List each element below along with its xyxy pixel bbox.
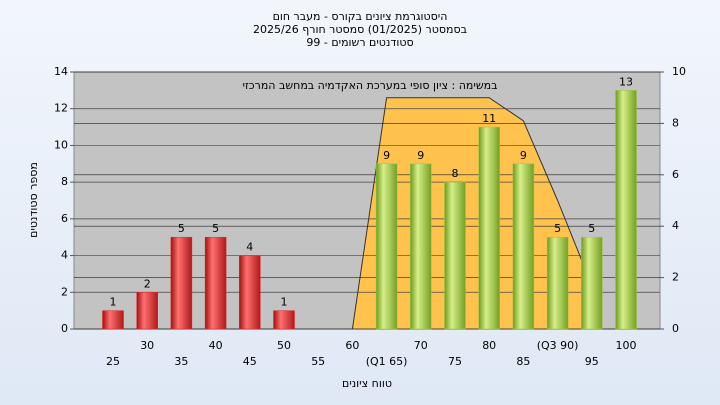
y2-tick-label: 0 (672, 322, 679, 335)
data-label: 5 (588, 222, 595, 235)
data-label: 5 (554, 222, 561, 235)
x-tick-label: 35 (174, 355, 188, 368)
data-label: 9 (383, 149, 390, 162)
bar (581, 236, 603, 330)
x-axis-label: טווח ציונים (342, 377, 392, 390)
data-label: 4 (246, 241, 253, 254)
bar (273, 310, 295, 330)
y-tick-label: 4 (61, 249, 68, 262)
chart-title: היסטוגרמת ציונים בקורס - מעבר חום (273, 10, 448, 23)
x-tick-label: 40 (209, 339, 223, 352)
x-tick-label: 85 (516, 355, 530, 368)
data-label: 11 (482, 112, 496, 125)
y2-tick-label: 2 (672, 271, 679, 284)
bar (375, 163, 398, 330)
x-tick-label: 45 (243, 355, 257, 368)
y-tick-label: 14 (54, 65, 68, 78)
y-tick-label: 12 (54, 102, 68, 115)
x-tick-label: 30 (140, 339, 154, 352)
y-tick-label: 2 (61, 285, 68, 298)
y2-tick-label: 8 (672, 116, 679, 129)
y-tick-label: 8 (61, 175, 68, 188)
bar (204, 236, 227, 330)
y2-tick-label: 4 (672, 219, 679, 232)
bar (512, 163, 535, 330)
data-label: 9 (417, 149, 424, 162)
data-label: 1 (110, 296, 117, 309)
y2-tick-label: 10 (672, 65, 686, 78)
x-tick-label: 25 (106, 355, 120, 368)
data-label: 1 (281, 296, 288, 309)
y-tick-label: 10 (54, 138, 68, 151)
x-tick-label: 100 (616, 339, 637, 352)
bar (102, 310, 124, 330)
x-tick-label: 70 (414, 339, 428, 352)
bar (615, 90, 637, 330)
data-label: 2 (144, 277, 151, 290)
y2-tick-label: 6 (672, 168, 679, 181)
data-label: 9 (520, 149, 527, 162)
x-tick-label: 50 (277, 339, 291, 352)
chart-subtitle: בסמסטר (01/2025) סמסטר חורף 2025/26 (253, 23, 467, 36)
x-tick-label: 75 (448, 355, 462, 368)
annotation: במשימה : ציון סופי במערכת האקדמיה במחשב … (243, 79, 498, 92)
data-label: 5 (212, 222, 219, 235)
x-tick-label: 55 (311, 355, 325, 368)
chart-subtitle: סטודנטים רשומים - 99 (306, 36, 413, 49)
data-label: 5 (178, 222, 185, 235)
y-tick-label: 0 (61, 322, 68, 335)
data-label: 8 (452, 167, 459, 180)
bar (410, 163, 432, 330)
x-tick-label: (Q1 65) (366, 355, 408, 368)
y-tick-label: 6 (61, 212, 68, 225)
bar (239, 255, 261, 330)
bar (136, 292, 158, 330)
bar (444, 181, 466, 330)
data-label: 13 (619, 75, 633, 88)
y-axis-label: מספר סטודנטים (27, 162, 40, 238)
bar (170, 236, 193, 330)
bar (478, 126, 500, 330)
area-line (351, 97, 593, 330)
x-tick-label: 60 (345, 339, 359, 352)
x-tick-label: 95 (585, 355, 599, 368)
x-tick-label: 80 (482, 339, 496, 352)
x-tick-label: (Q3 90) (537, 339, 579, 352)
bar (546, 236, 569, 330)
